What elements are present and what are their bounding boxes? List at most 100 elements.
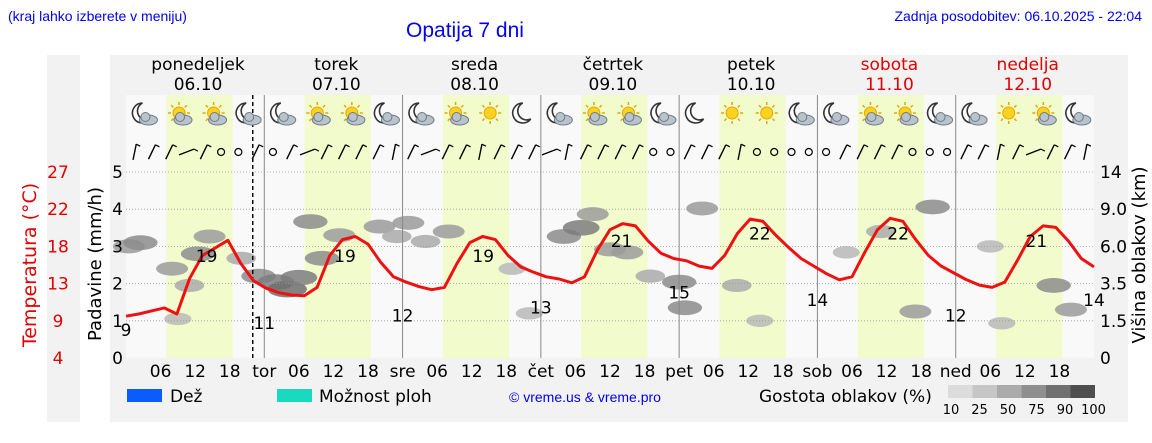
density-swatch (948, 385, 973, 398)
temperature-label: 19 (196, 247, 218, 267)
wind-barb (891, 144, 900, 160)
moon-shape (684, 102, 705, 124)
moon-shape (511, 102, 532, 124)
wind-barb (441, 144, 450, 160)
day-date: 08.10 (450, 75, 499, 95)
temp-tick: 9 (53, 312, 64, 332)
wind-barb-flag (1000, 143, 1005, 147)
moon-cloud-icon (788, 102, 815, 126)
wind-barb-flag (327, 144, 333, 148)
cloud-blob (226, 251, 257, 265)
sun-cloud-icon (582, 102, 608, 126)
menu-note[interactable]: (kraj lahko izberete v meniju) (8, 8, 187, 24)
wind-barb-flag (898, 144, 903, 148)
wind-barb-flag (604, 144, 610, 148)
day-name: sobota (861, 55, 919, 75)
wind-barb-flag (206, 144, 212, 148)
day-name: sreda (451, 55, 498, 75)
sun-ray (218, 104, 222, 108)
wind-barb-flag (984, 144, 990, 148)
sun-cloud-icon (894, 102, 919, 126)
cloud-blob (193, 229, 226, 244)
day-date: 07.10 (312, 75, 361, 95)
moon-icon (511, 102, 532, 124)
cloud-blob (164, 312, 192, 326)
moon-cloud-icon (269, 102, 297, 126)
precip-tick: 0 (112, 349, 123, 369)
wind-barb (251, 144, 260, 160)
cloud-puff (589, 112, 600, 122)
wind-barb (528, 144, 537, 160)
wind-barb-flag (708, 144, 713, 148)
sun-ray (1000, 118, 1004, 122)
wind-barb (856, 144, 865, 160)
wind-barb (391, 144, 397, 160)
wind-barbs (132, 143, 1092, 160)
sun-ray (1000, 104, 1004, 108)
precip-tick: 1 (112, 312, 123, 332)
wind-barb (510, 144, 520, 160)
wind-barb (541, 148, 558, 156)
day-name: torek (314, 55, 358, 75)
wind-barb (718, 144, 727, 160)
hour-tick: 12 (876, 362, 898, 382)
hour-tick: 06 (841, 362, 863, 382)
wind-barb (737, 144, 742, 160)
cloud-blob (832, 246, 860, 259)
temp-tick: 18 (47, 237, 69, 257)
day-name: četrtek (583, 55, 644, 75)
sun-ray (910, 104, 914, 108)
day-short-label: ned (940, 362, 972, 382)
sun-ray (170, 104, 174, 108)
sun-ray (205, 118, 209, 122)
hour-tick: 18 (1049, 362, 1071, 382)
cloud-height-tick: 0 (1100, 349, 1111, 369)
wind-barb (147, 144, 157, 160)
density-value: 25 (971, 403, 988, 418)
sun-ray (1013, 104, 1018, 108)
sun-ray (481, 118, 486, 122)
moon-cloud-icon (823, 102, 850, 126)
sun-ray (620, 104, 624, 108)
temperature-label: 19 (472, 247, 494, 267)
temperature-label: 22 (749, 224, 771, 244)
wind-barb (1046, 144, 1055, 160)
credit-link[interactable]: © vreme.us & vreme.pro (509, 389, 661, 405)
page-title: Opatija 7 dni (406, 19, 524, 42)
wind-barb-flag (258, 144, 264, 148)
wind-barb-flag (395, 143, 400, 147)
wind-barb (132, 144, 137, 160)
temp-tick: 27 (47, 163, 69, 183)
sun-disc (760, 106, 774, 120)
density-legend-title: Gostota oblakov (%) (759, 387, 932, 407)
day-date: 12.10 (1003, 75, 1052, 95)
cloud-puff (1039, 112, 1050, 122)
wind-barb (299, 148, 316, 156)
wind-barb (165, 144, 174, 160)
cloud-blob (392, 215, 425, 230)
wind-barb (178, 148, 195, 156)
cloud-puff (175, 112, 186, 122)
temperature-label: 15 (668, 283, 690, 303)
hour-tick: 12 (599, 362, 621, 382)
day-short-label: sob (802, 362, 832, 382)
cloud-puff (417, 112, 428, 122)
temperature-label: 12 (392, 306, 414, 326)
cloud-puff (451, 112, 462, 122)
moon-cloud-icon (926, 102, 954, 126)
day-short-label: sre (390, 362, 416, 382)
cloud-blob (363, 219, 396, 234)
sun-disc (483, 106, 497, 120)
sun-ray (481, 104, 486, 108)
cloud-blob (382, 229, 412, 244)
calm-wind-marker (649, 147, 658, 157)
moon-cloud-icon (961, 102, 988, 126)
hour-tick: 12 (323, 362, 345, 382)
sun-disc (1002, 106, 1016, 120)
cloud-height-tick: 14 (1100, 163, 1122, 183)
sun-ray (633, 104, 637, 108)
wind-barb-flag (587, 144, 592, 148)
sun-ray (308, 118, 313, 122)
